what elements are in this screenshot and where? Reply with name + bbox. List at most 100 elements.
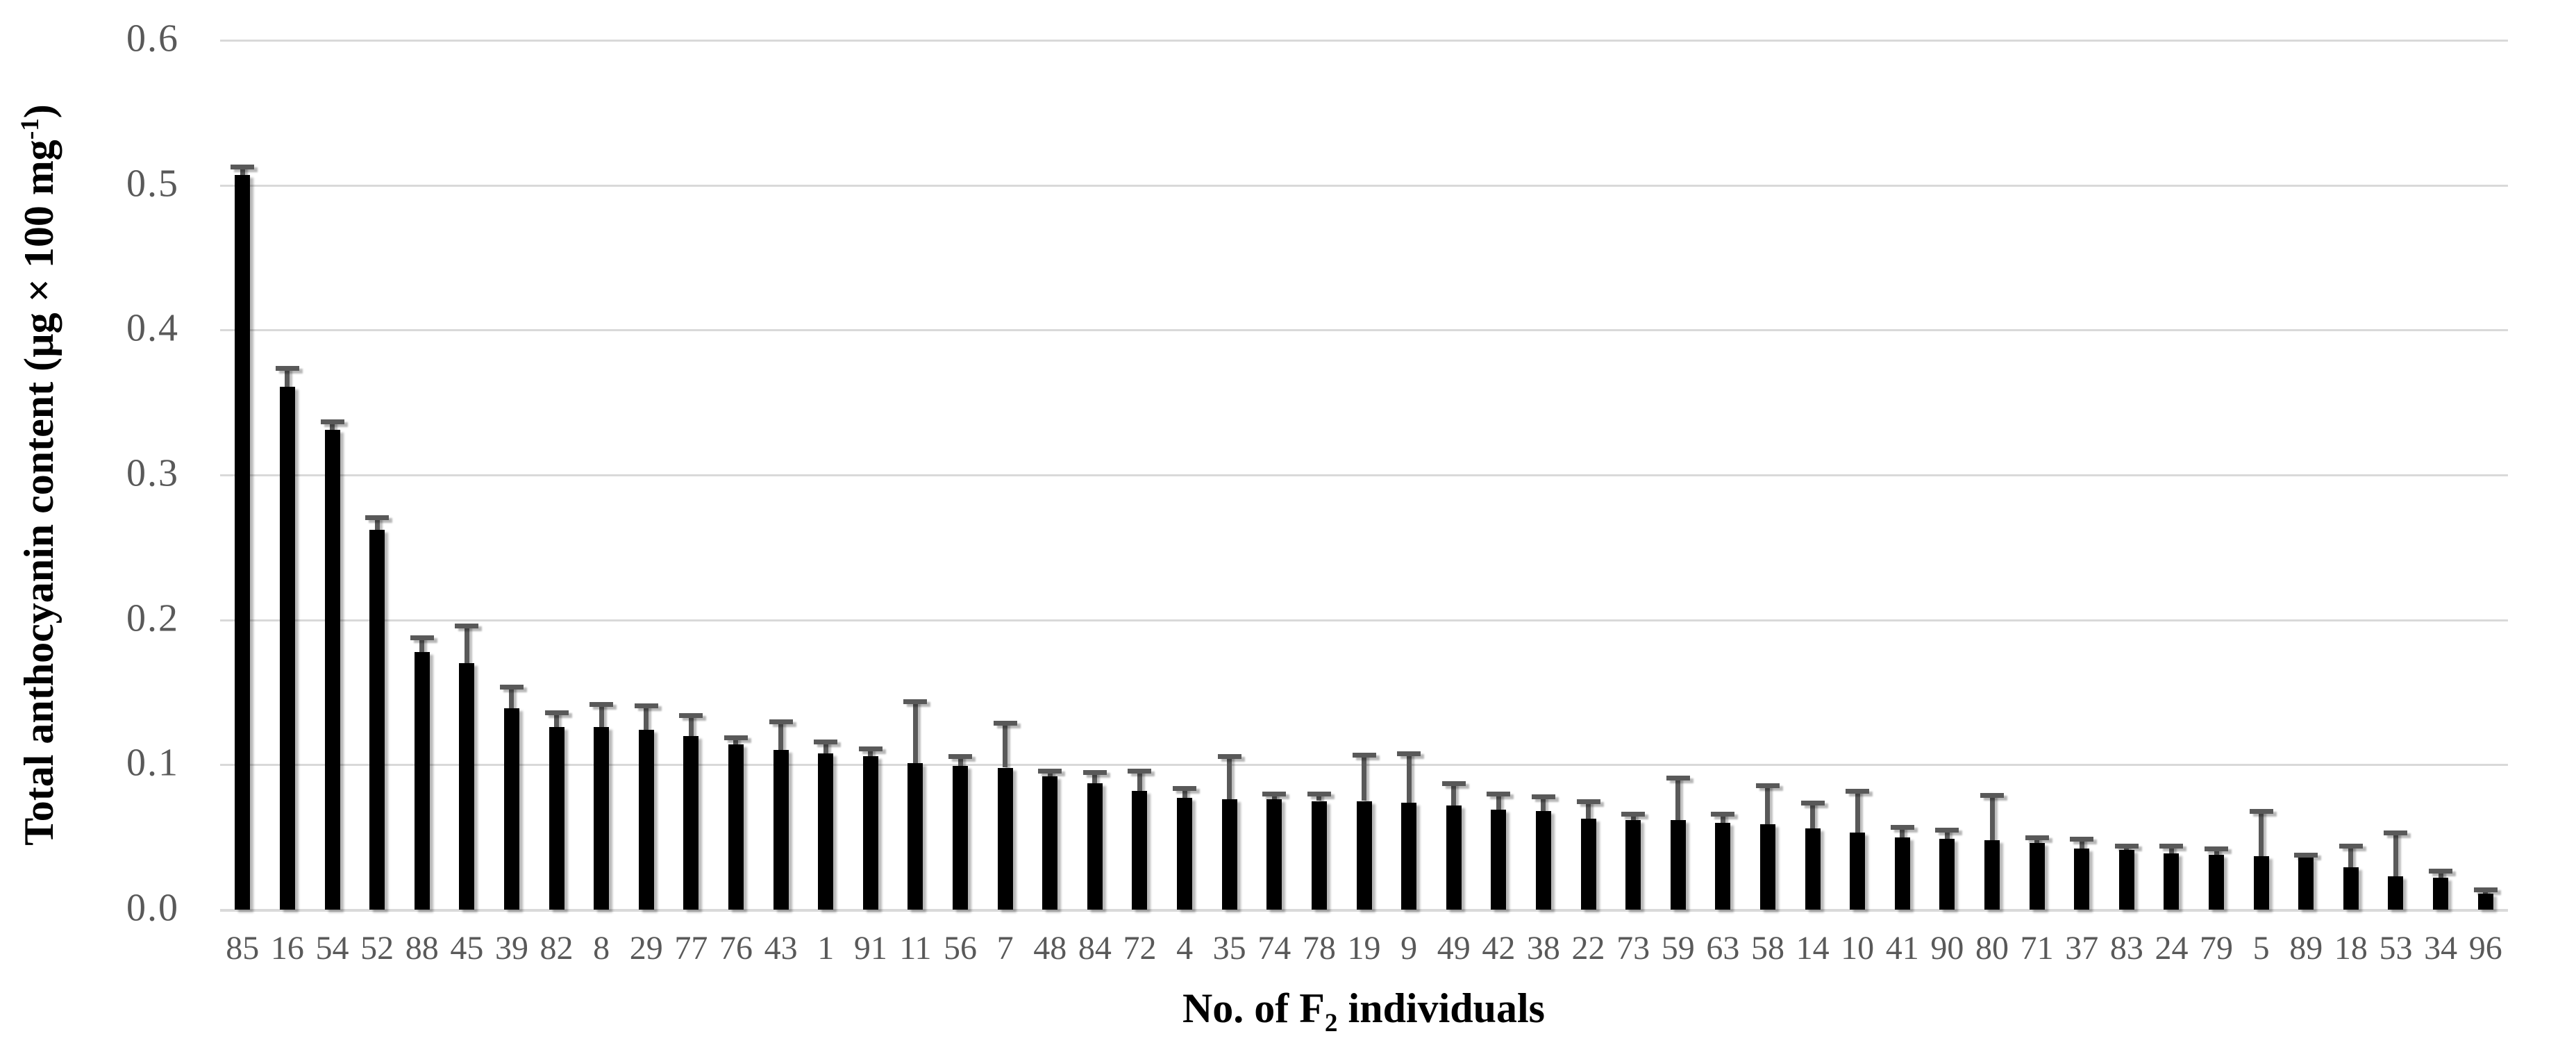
x-tick-label: 5 <box>2252 930 2270 967</box>
bar-24 <box>2164 853 2180 910</box>
error-bar-cap <box>724 735 748 740</box>
error-bar-cap <box>2159 844 2184 849</box>
x-tick-label: 78 <box>1302 930 1336 967</box>
error-bar-line <box>688 715 694 736</box>
x-tick-label: 19 <box>1347 930 1381 967</box>
x-tick-label: 83 <box>2109 930 2143 967</box>
x-tick-label: 79 <box>2200 930 2234 967</box>
error-bar-line <box>1496 794 1501 810</box>
y-tick-label: 0.4 <box>126 306 179 350</box>
error-bar-cap <box>2339 844 2363 849</box>
x-tick-label: 96 <box>2468 930 2502 967</box>
error-bar-line <box>240 166 245 176</box>
error-bar-line <box>1406 753 1412 803</box>
error-bar-line <box>599 703 604 728</box>
error-bar-cap <box>410 635 434 640</box>
error-bar-line <box>2079 838 2084 849</box>
error-bar-line <box>1989 795 1995 840</box>
bar-96 <box>2477 894 2493 910</box>
bar-90 <box>1939 838 1955 910</box>
error-bar-cap <box>1846 788 1870 794</box>
x-tick-label: 8 <box>593 930 610 967</box>
error-bar-cap <box>858 746 883 752</box>
error-bar-cap <box>948 753 973 759</box>
x-tick-label: 9 <box>1400 930 1418 967</box>
error-bar-cap <box>1800 800 1825 805</box>
x-tick-label: 49 <box>1437 930 1471 967</box>
error-bar-cap <box>2429 868 2453 874</box>
error-bar-line <box>1720 814 1725 823</box>
x-axis-title-suffix: individuals <box>1337 985 1546 1031</box>
error-bar-cap <box>1890 825 1914 830</box>
x-tick-label: 90 <box>1930 930 1964 967</box>
bar-8 <box>594 727 610 910</box>
bar-4 <box>1177 798 1193 910</box>
error-bar-line <box>2438 870 2443 878</box>
error-bar-line <box>1855 790 1860 833</box>
error-bar-cap <box>1441 781 1466 787</box>
bar-77 <box>683 735 699 910</box>
error-bar-cap <box>320 419 344 424</box>
error-bar-line <box>1047 770 1053 777</box>
error-bar-cap <box>993 720 1017 726</box>
bar-56 <box>953 766 969 910</box>
x-axis-title: No. of F2 individuals <box>1182 985 1546 1036</box>
x-tick-label: 80 <box>1975 930 2009 967</box>
error-bar-line <box>1630 814 1636 820</box>
x-tick-label: 82 <box>540 930 574 967</box>
bar-41 <box>1894 837 1910 910</box>
bar-72 <box>1132 790 1148 910</box>
bar-38 <box>1535 811 1551 910</box>
bar-37 <box>2074 849 2090 910</box>
bar-73 <box>1625 819 1641 910</box>
error-bar-cap <box>1262 792 1287 797</box>
bar-88 <box>414 651 430 910</box>
error-bar-cap <box>1352 752 1376 758</box>
error-bar-line <box>419 637 425 652</box>
error-bar-line <box>374 517 380 531</box>
bar-9 <box>1401 802 1417 910</box>
error-bar-cap <box>275 365 299 371</box>
x-tick-label: 73 <box>1616 930 1650 967</box>
bar-45 <box>459 663 475 910</box>
gridline <box>220 619 2508 621</box>
x-tick-label: 34 <box>2424 930 2458 967</box>
error-bar-cap <box>589 701 614 707</box>
error-bar-cap <box>769 719 793 724</box>
x-tick-label: 18 <box>2334 930 2368 967</box>
error-bar-line <box>1003 722 1008 768</box>
bar-74 <box>1266 799 1282 910</box>
x-tick-label: 53 <box>2379 930 2413 967</box>
error-bar-cap <box>1173 785 1197 791</box>
x-tick-label: 29 <box>629 930 663 967</box>
bar-58 <box>1759 824 1775 910</box>
x-tick-label: 39 <box>494 930 528 967</box>
error-bar-cap <box>365 515 390 520</box>
error-bar-cap <box>1666 776 1690 781</box>
error-bar-line <box>1271 794 1277 800</box>
bar-91 <box>862 755 878 910</box>
bar-49 <box>1446 805 1462 910</box>
bar-22 <box>1580 818 1596 910</box>
x-tick-label: 88 <box>405 930 439 967</box>
error-bar-line <box>1810 802 1816 829</box>
error-bar-line <box>1900 827 1905 837</box>
error-bar-cap <box>1487 792 1511 797</box>
x-tick-label: 77 <box>674 930 708 967</box>
x-tick-label: 7 <box>996 930 1014 967</box>
error-bar-cap <box>1128 768 1152 774</box>
x-tick-label: 63 <box>1706 930 1740 967</box>
bar-16 <box>279 386 295 910</box>
error-bar-line <box>1765 785 1771 824</box>
x-tick-label: 91 <box>853 930 887 967</box>
error-bar-line <box>868 749 873 756</box>
x-tick-label: 74 <box>1257 930 1291 967</box>
gridline <box>220 474 2508 476</box>
x-tick-label: 16 <box>270 930 304 967</box>
x-tick-label: 24 <box>2155 930 2189 967</box>
bar-89 <box>2298 857 2314 910</box>
error-bar-line <box>1092 771 1098 784</box>
error-bar-cap <box>544 710 569 716</box>
error-bar-line <box>823 741 828 753</box>
error-bar-line <box>2348 846 2354 868</box>
